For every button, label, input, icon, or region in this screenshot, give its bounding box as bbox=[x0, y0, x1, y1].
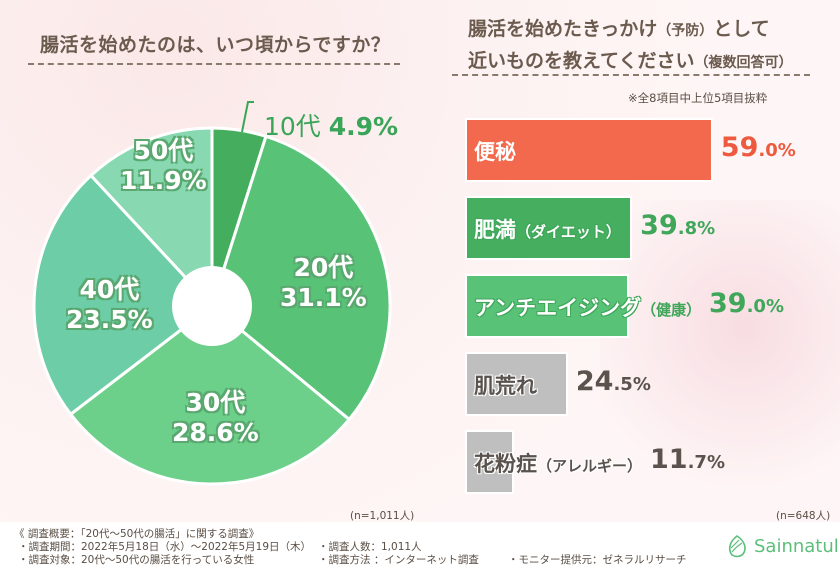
pie-slice-3 bbox=[68, 304, 352, 486]
title-divider bbox=[28, 63, 400, 65]
title-paren: （予防） bbox=[657, 23, 714, 39]
title-paren: （複数回答可） bbox=[694, 55, 793, 71]
bar-value-dec: .0% bbox=[746, 296, 784, 317]
pie-label-20s: 20代 31.1% bbox=[280, 253, 367, 313]
bar-value-5: 11.7% bbox=[650, 444, 725, 475]
bar-value-3: 39.0% bbox=[709, 288, 784, 319]
bar-1 bbox=[465, 118, 713, 182]
brand-logo: Sainnatul bbox=[726, 534, 839, 558]
pie-slice-4 bbox=[32, 173, 215, 417]
pie-label-50s: 50代 11.9% bbox=[120, 136, 207, 196]
bar-value-int: 11 bbox=[650, 444, 688, 475]
bar-label-4: 肌荒れ bbox=[474, 370, 537, 400]
bar-title-line2: 近いものを教えてください（複数回答可） bbox=[468, 46, 792, 78]
pie-leader-line bbox=[241, 101, 254, 133]
pie-slice-5 bbox=[88, 126, 214, 310]
bar-category-paren: （健康） bbox=[641, 301, 702, 319]
survey-summary: 《 調査概要：「20代～50代の腸活」に関する調査》 bbox=[14, 528, 260, 540]
pie-label-30s: 30代 28.6% bbox=[172, 388, 259, 448]
pie-value-label: 31.1% bbox=[280, 283, 367, 312]
bar-value-int: 39 bbox=[640, 210, 678, 241]
bar-value-dec: .7% bbox=[687, 452, 725, 473]
bar-value-int: 39 bbox=[709, 288, 747, 319]
background-decoration bbox=[600, 200, 840, 520]
pie-center-hole bbox=[172, 266, 252, 346]
survey-footer: 《 調査概要：「20代～50代の腸活」に関する調査》 ・調査期間：2022年5月… bbox=[0, 522, 840, 582]
pie-category-label: 40代 bbox=[79, 275, 140, 304]
bar-label-5: 花粉症（アレルギー） bbox=[474, 448, 642, 478]
bar-3 bbox=[465, 274, 629, 338]
pie-slice-2 bbox=[210, 134, 392, 422]
bar-label-3: アンチエイジング（健康） bbox=[474, 292, 701, 322]
pie-label-10s: 10代 4.9% bbox=[264, 112, 398, 142]
bar-category-label: 花粉症 bbox=[474, 452, 537, 476]
bar-category-paren: （ダイエット） bbox=[516, 223, 621, 241]
bar-category-label: 肥満 bbox=[474, 218, 516, 242]
pie-value-label: 28.6% bbox=[172, 418, 259, 447]
survey-count: ・調査人数：1,011人 bbox=[318, 541, 422, 553]
bar-category-paren: （アレルギー） bbox=[537, 457, 643, 475]
bar-value-2: 39.8% bbox=[640, 210, 715, 241]
bar-label-1: 便秘 bbox=[474, 136, 516, 166]
bar-chart-title: 腸活を始めたきっかけ（予防）として 近いものを教えてください（複数回答可） bbox=[468, 14, 792, 78]
pie-chart-title: 腸活を始めたのは、いつ頃からですか？ bbox=[40, 34, 391, 56]
pie-label-40s: 40代 23.5% bbox=[66, 275, 153, 335]
title-divider bbox=[452, 74, 810, 76]
pie-category-label: 50代 bbox=[133, 136, 194, 165]
leaf-icon bbox=[728, 535, 746, 558]
title-text: として bbox=[713, 18, 770, 40]
bar-category-label: アンチエイジング bbox=[474, 296, 642, 320]
bar-value-int: 24 bbox=[575, 366, 614, 397]
brand-name: Sainnatul bbox=[754, 535, 839, 557]
bar-value-1: 59.0% bbox=[721, 132, 796, 163]
bar-title-line1: 腸活を始めたきっかけ（予防）として bbox=[468, 14, 792, 46]
bar-2 bbox=[465, 196, 633, 260]
survey-method: ・調査方法 ：インターネット調査 bbox=[318, 554, 479, 566]
bar-category-label: 肌荒れ bbox=[474, 374, 537, 398]
pie-category-label: 20代 bbox=[293, 253, 354, 282]
sample-size-right: (n=648人) bbox=[776, 510, 831, 522]
bar-label-2: 肥満（ダイエット） bbox=[474, 214, 621, 244]
pie-category-label: 10代 bbox=[264, 112, 321, 141]
pie-category-label: 30代 bbox=[185, 388, 246, 417]
bar-value-4: 24.5% bbox=[576, 366, 651, 397]
bar-category-label: 便秘 bbox=[474, 140, 516, 164]
pie-value-label: 4.9% bbox=[328, 112, 399, 141]
survey-target: ・調査対象：20代～50代の腸活を行っている女性 bbox=[18, 554, 255, 566]
bar-value-dec: .8% bbox=[677, 218, 716, 239]
pie-value-label: 23.5% bbox=[66, 305, 153, 334]
survey-provider: ・モニター提供元：ゼネラルリサーチ bbox=[508, 554, 687, 566]
pie-chart bbox=[32, 101, 392, 486]
bar-value-int: 59 bbox=[720, 132, 759, 163]
bar-value-dec: .5% bbox=[613, 374, 651, 395]
pie-value-label: 11.9% bbox=[120, 166, 207, 195]
title-text: 近いものを教えてください bbox=[468, 50, 695, 72]
bar-chart-note: ※全8項目中上位5項目抜粋 bbox=[628, 91, 768, 105]
survey-period: ・調査期間：2022年5月18日（水）～2022年5月19日（木） bbox=[18, 541, 312, 553]
bar-4 bbox=[465, 352, 568, 416]
bar-5 bbox=[465, 430, 515, 494]
bar-value-dec: .0% bbox=[758, 140, 796, 161]
title-text: 腸活を始めたきっかけ bbox=[468, 18, 658, 40]
sample-size-left: (n=1,011人) bbox=[350, 510, 415, 522]
